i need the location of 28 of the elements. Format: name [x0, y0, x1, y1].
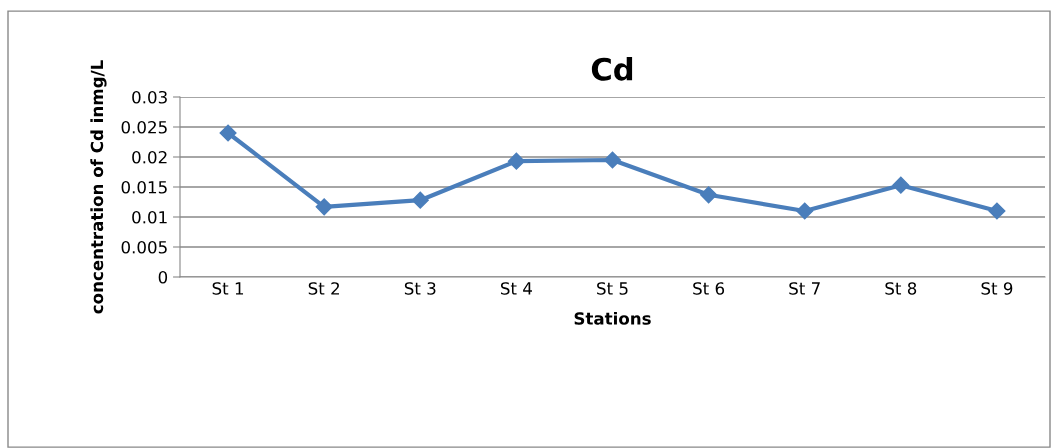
x-tick-label: St 7	[789, 282, 820, 295]
point	[219, 124, 237, 142]
y-tick-label: 0.015	[121, 180, 167, 194]
point	[700, 186, 718, 204]
x-axis-title: Stations	[574, 311, 651, 325]
x-tick-label: St 5	[597, 282, 628, 295]
point	[988, 202, 1006, 220]
chart-title: Cd	[591, 57, 633, 81]
y-tick-label: 0.01	[132, 210, 167, 224]
x-tick-label: St 2	[308, 282, 340, 295]
y-tick-label: 0.025	[121, 120, 167, 134]
x-tick-label: St 9	[981, 282, 1013, 295]
point	[507, 152, 525, 170]
x-tick-label: St 8	[885, 282, 917, 295]
point	[796, 202, 814, 220]
x-tick-label: St 6	[693, 282, 725, 295]
x-tick-label: St 1	[212, 282, 244, 295]
y-tick-label: 0	[158, 270, 168, 284]
x-tick-label: St 3	[404, 282, 436, 295]
y-tick-label: 0.02	[132, 150, 167, 164]
point	[411, 191, 429, 209]
y-axis-title: concentration of Cd inmg/L	[90, 60, 107, 314]
point	[892, 176, 910, 194]
point	[603, 151, 622, 169]
x-tick-label: St 4	[500, 282, 532, 295]
y-tick-label: 0.03	[132, 90, 167, 104]
point	[315, 198, 333, 216]
y-tick-label: 0.005	[121, 240, 167, 254]
